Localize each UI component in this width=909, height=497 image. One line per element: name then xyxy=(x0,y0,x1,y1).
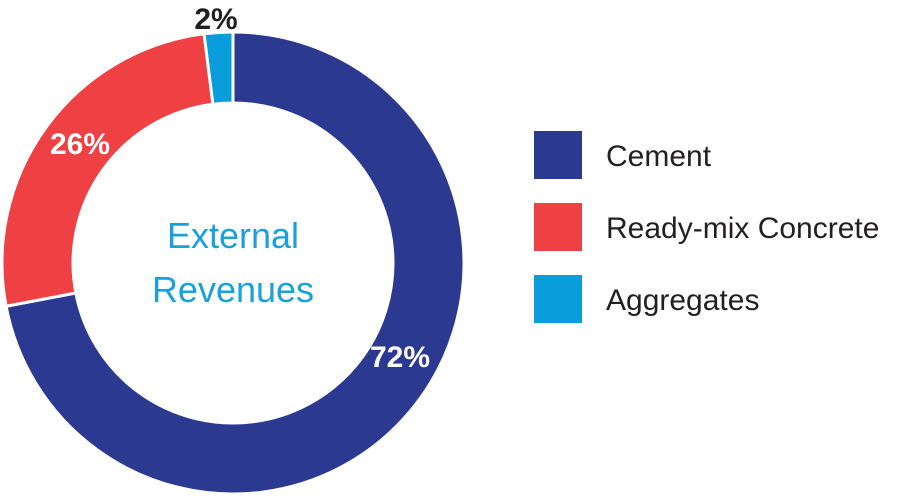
center-label-line-1: External xyxy=(167,215,299,256)
legend-swatch-aggregates xyxy=(534,275,582,323)
slice-ready-mix-concrete xyxy=(0,32,215,309)
center-label: External Revenues xyxy=(152,215,314,310)
donut-slices xyxy=(0,30,466,496)
legend-label-aggregates: Aggregates xyxy=(606,284,759,317)
slice-label-aggregates: 2% xyxy=(194,3,237,36)
legend-label-cement: Cement xyxy=(606,140,712,173)
legend-swatch-ready-mix-concrete xyxy=(534,203,582,251)
center-label-line-2: Revenues xyxy=(152,269,314,310)
legend: Cement Ready-mix Concrete Aggregates xyxy=(534,131,879,323)
legend-swatch-cement xyxy=(534,131,582,179)
slice-aggregates xyxy=(202,30,235,106)
slice-label-cement: 72% xyxy=(370,341,430,374)
slice-labels: 72% 26% 2% xyxy=(50,3,430,374)
slice-label-ready-mix-concrete: 26% xyxy=(50,128,110,161)
slice-cement xyxy=(4,30,466,496)
legend-label-ready-mix-concrete: Ready-mix Concrete xyxy=(606,212,879,245)
